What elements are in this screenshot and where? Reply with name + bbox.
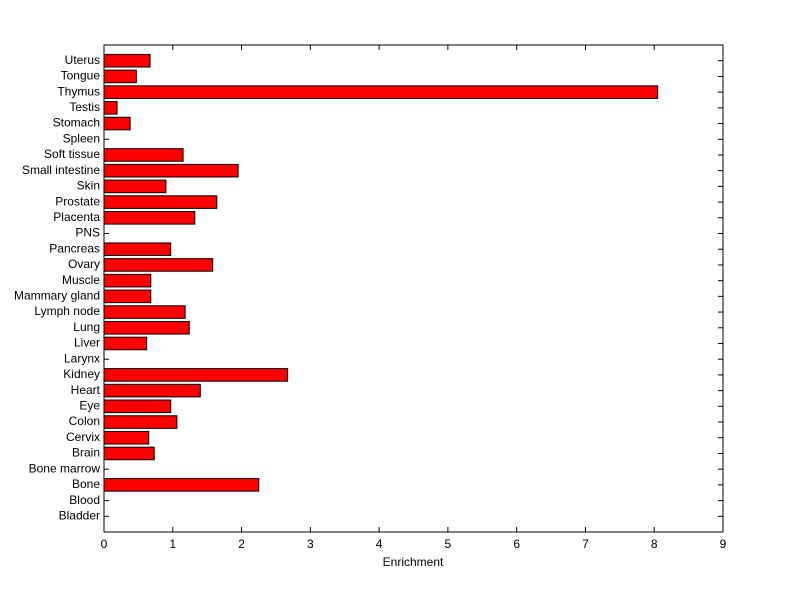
- bar: [103, 336, 148, 351]
- y-tick-label: Tongue: [61, 69, 101, 83]
- bar: [103, 85, 659, 99]
- y-tick-label: Skin: [77, 179, 100, 193]
- x-tick-label: 3: [307, 537, 314, 551]
- y-tick-label: Heart: [71, 383, 101, 397]
- bar: [103, 163, 239, 178]
- y-tick-label: Soft tissue: [44, 147, 100, 161]
- bar: [103, 211, 196, 225]
- bar: [103, 195, 218, 209]
- y-tick-label: Eye: [79, 398, 100, 412]
- bar: [103, 399, 172, 414]
- bar: [103, 478, 260, 492]
- x-tick-label: 5: [445, 537, 452, 551]
- y-tick-label: Liver: [74, 336, 100, 350]
- y-tick-label: Stomach: [53, 116, 100, 130]
- x-tick-label: 0: [101, 537, 108, 551]
- y-tick-label: Bone marrow: [29, 461, 101, 475]
- bar: [103, 53, 151, 68]
- y-tick-label: Lung: [73, 320, 100, 334]
- y-tick-label: Testis: [69, 100, 100, 114]
- y-tick-label: PNS: [75, 226, 100, 240]
- y-tick-label: Prostate: [55, 194, 100, 208]
- y-tick-label: Spleen: [63, 131, 100, 145]
- y-tick-label: Kidney: [63, 367, 100, 381]
- y-tick-label: Colon: [69, 414, 100, 428]
- bar: [103, 242, 172, 257]
- y-tick-label: Larynx: [64, 351, 100, 365]
- bar: [103, 116, 131, 131]
- x-tick-label: 9: [720, 537, 727, 551]
- y-tick-label: Brain: [72, 446, 100, 460]
- x-axis-label: Enrichment: [383, 555, 444, 569]
- x-tick-label: 8: [651, 537, 658, 551]
- y-tick-label: Muscle: [62, 273, 100, 287]
- bar: [103, 446, 155, 461]
- bar: [103, 305, 186, 319]
- bar: [103, 320, 190, 335]
- bar: [103, 415, 178, 429]
- y-tick-label: Blood: [69, 493, 100, 507]
- y-tick-label: Lymph node: [34, 304, 100, 318]
- y-tick-label: Ovary: [68, 257, 100, 271]
- bar: [103, 101, 118, 115]
- y-tick-label: Pancreas: [49, 241, 100, 255]
- bar: [103, 148, 184, 162]
- x-tick-label: 2: [238, 537, 245, 551]
- x-tick-label: 7: [582, 537, 589, 551]
- bar: [103, 368, 289, 382]
- y-tick-label: Mammary gland: [14, 289, 100, 303]
- y-tick-label: Placenta: [53, 210, 100, 224]
- bar: [103, 258, 214, 272]
- y-tick-label: Small intestine: [22, 163, 100, 177]
- bar: [103, 179, 167, 194]
- y-tick-label: Uterus: [65, 53, 100, 67]
- bar: [103, 69, 137, 84]
- x-tick-label: 1: [169, 537, 176, 551]
- bar: [103, 383, 201, 398]
- bar: [103, 430, 150, 445]
- y-tick-label: Bone: [72, 477, 100, 491]
- y-tick-label: Thymus: [57, 84, 100, 98]
- y-tick-label: Bladder: [59, 508, 100, 522]
- x-tick-label: 4: [376, 537, 383, 551]
- x-tick-label: 6: [513, 537, 520, 551]
- plot-frame: [103, 44, 724, 533]
- y-tick-label: Cervix: [66, 430, 100, 444]
- bar: [103, 273, 152, 288]
- bar: [103, 289, 152, 304]
